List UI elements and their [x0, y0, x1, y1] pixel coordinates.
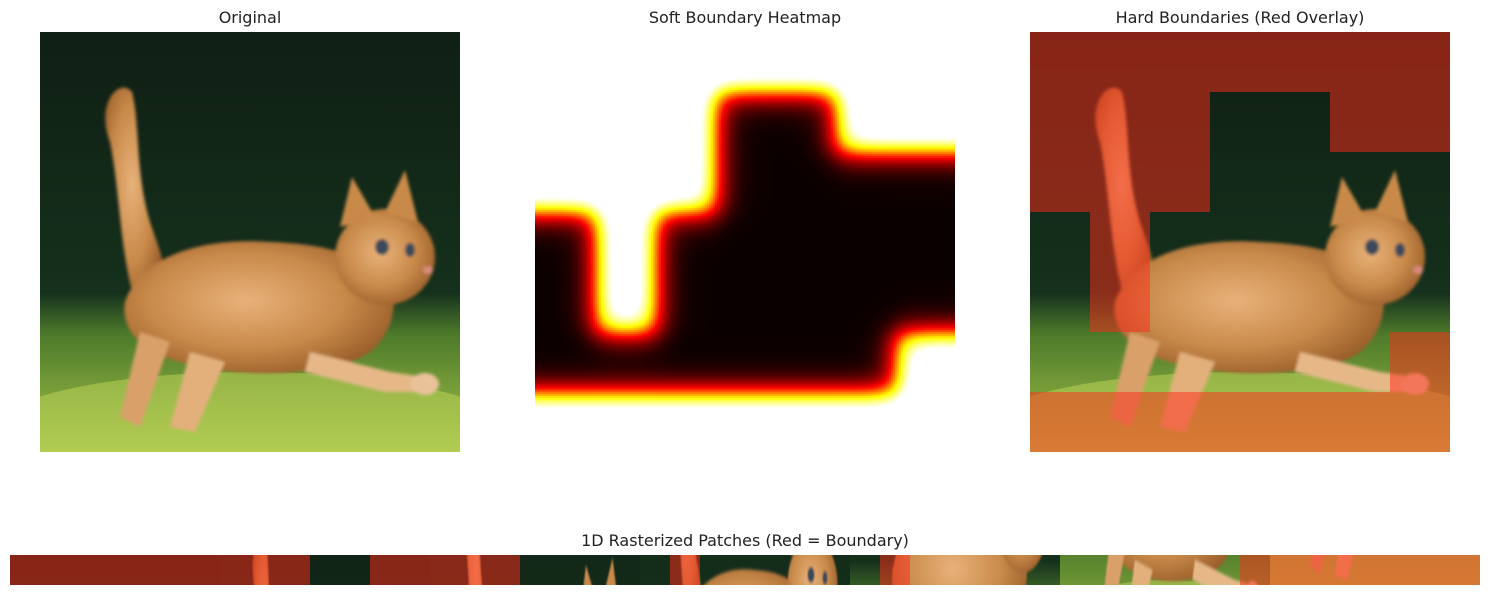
soft-heatmap-title: Soft Boundary Heatmap	[648, 8, 842, 27]
raster-patch-45	[1360, 555, 1390, 585]
raster-patch-9	[280, 555, 310, 585]
raster-patch-18	[550, 555, 580, 585]
raster-patch-42	[1270, 555, 1300, 585]
rasterized-patches-strip	[10, 555, 1480, 585]
boundary-patch-5-6	[1390, 332, 1450, 392]
boundary-patch-3-1	[1090, 212, 1150, 272]
raster-patch-2	[70, 555, 100, 585]
original-image	[40, 32, 460, 452]
raster-patch-32	[970, 555, 1000, 585]
raster-patch-1	[40, 555, 70, 585]
raster-patch-46	[1390, 555, 1420, 585]
raster-patch-28	[850, 555, 880, 585]
boundary-patch-6-2	[1150, 392, 1210, 452]
boundary-patch-0-5	[1330, 32, 1390, 92]
boundary-patch-2-2	[1150, 152, 1210, 212]
boundary-patch-6-3	[1210, 392, 1270, 452]
boundary-patch-6-5	[1330, 392, 1390, 452]
raster-patch-31	[940, 555, 970, 585]
raster-patch-13	[400, 555, 430, 585]
boundary-patch-6-0	[1030, 392, 1090, 452]
raster-patch-25	[760, 555, 790, 585]
boundary-patch-1-6	[1390, 92, 1450, 152]
raster-patch-35	[1060, 555, 1090, 585]
boundary-patch-1-5	[1330, 92, 1390, 152]
boundary-patch-2-1	[1090, 152, 1150, 212]
raster-patch-0	[10, 555, 40, 585]
original-title: Original	[218, 8, 282, 27]
raster-patch-24	[730, 555, 760, 585]
rasterized-title: 1D Rasterized Patches (Red = Boundary)	[581, 531, 909, 550]
raster-patch-4	[130, 555, 160, 585]
raster-patch-11	[340, 555, 370, 585]
boundary-patch-0-4	[1270, 32, 1330, 92]
boundary-patch-6-6	[1390, 392, 1450, 452]
boundary-patch-0-2	[1150, 32, 1210, 92]
raster-patch-10	[310, 555, 340, 585]
raster-patch-12	[370, 555, 400, 585]
heatmap-canvas	[535, 32, 955, 452]
raster-patch-41	[1240, 555, 1270, 585]
hard-boundaries-title: Hard Boundaries (Red Overlay)	[1115, 8, 1365, 27]
boundary-patch-6-1	[1090, 392, 1150, 452]
overlay-svg	[1030, 32, 1450, 452]
raster-patch-40	[1210, 555, 1240, 585]
raster-patch-26	[790, 555, 820, 585]
raster-patch-23	[700, 555, 730, 585]
raster-patch-29	[880, 555, 910, 585]
raster-patch-8	[250, 555, 280, 585]
kitten-photo	[40, 32, 460, 452]
raster-patch-7	[220, 555, 250, 585]
raster-patch-5	[160, 555, 190, 585]
raster-patch-17	[520, 555, 550, 585]
boundary-patch-0-6	[1390, 32, 1450, 92]
raster-patch-20	[610, 555, 640, 585]
raster-patch-15	[460, 555, 490, 585]
raster-patch-21	[640, 555, 670, 585]
raster-patch-6	[190, 555, 220, 585]
raster-patch-47	[1420, 555, 1450, 585]
raster-patch-34	[1030, 555, 1060, 585]
raster-patch-19	[580, 555, 610, 585]
boundary-patch-0-0	[1030, 32, 1090, 92]
raster-patch-22	[670, 555, 700, 585]
raster-patch-37	[1120, 555, 1150, 585]
raster-patch-27	[820, 555, 850, 585]
hard-boundaries-image	[1030, 32, 1450, 452]
raster-patch-14	[430, 555, 460, 585]
boundary-patch-1-1	[1090, 92, 1150, 152]
boundary-patch-6-4	[1270, 392, 1330, 452]
raster-patch-39	[1180, 555, 1210, 585]
raster-patch-33	[1000, 555, 1030, 585]
raster-patch-36	[1090, 555, 1120, 585]
boundary-patch-1-0	[1030, 92, 1090, 152]
raster-patch-3	[100, 555, 130, 585]
boundary-patch-4-1	[1090, 272, 1150, 332]
boundary-patch-2-0	[1030, 152, 1090, 212]
raster-patch-44	[1330, 555, 1360, 585]
boundary-patch-1-2	[1150, 92, 1210, 152]
raster-patch-43	[1300, 555, 1330, 585]
boundary-patch-0-1	[1090, 32, 1150, 92]
raster-patch-48	[1450, 555, 1480, 585]
boundary-patch-0-3	[1210, 32, 1270, 92]
raster-patch-30	[910, 555, 940, 585]
raster-patch-38	[1150, 555, 1180, 585]
raster-patch-16	[490, 555, 520, 585]
soft-heatmap	[535, 32, 955, 452]
